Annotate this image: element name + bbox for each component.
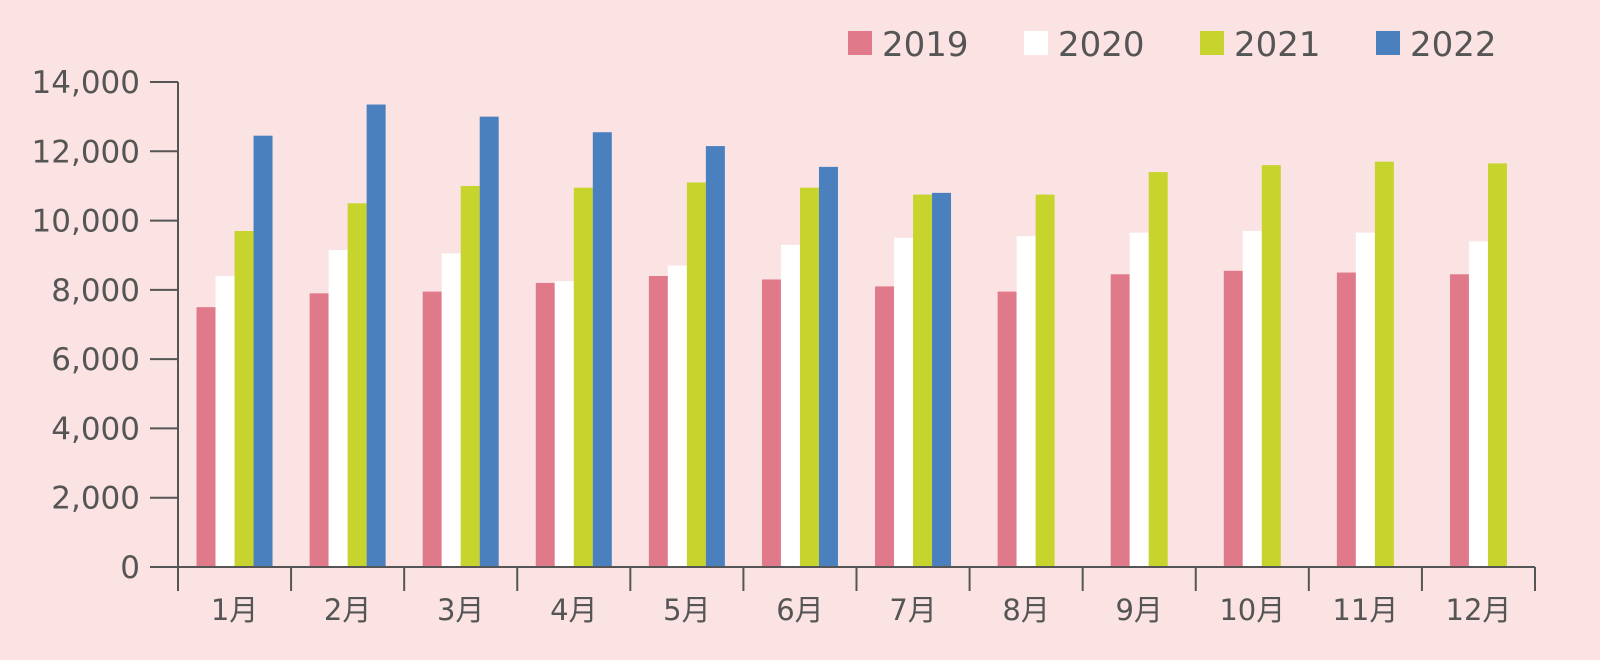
bar-2021-month-5 [686, 182, 706, 567]
legend-label: 2021 [1234, 25, 1321, 65]
legend-item-2021: 2021 [1200, 25, 1321, 65]
legend-item-2022: 2022 [1376, 25, 1497, 65]
bar-2019-month-4 [535, 282, 555, 567]
x-tick-label: 1月 [211, 593, 258, 627]
bar-2021-month-7 [913, 194, 933, 567]
legend-swatch [1200, 31, 1224, 55]
bar-2019-month-10 [1223, 270, 1243, 567]
bar-2020-month-8 [1016, 236, 1036, 567]
bar-2021-month-6 [799, 187, 819, 567]
y-tick-label: 12,000 [32, 134, 140, 170]
bar-2019-month-6 [761, 279, 781, 567]
bar-2019-month-9 [1110, 274, 1130, 567]
bar-2020-month-11 [1355, 232, 1375, 567]
x-tick-label: 4月 [550, 593, 597, 627]
legend-label: 2020 [1058, 25, 1145, 65]
x-tick-label: 8月 [1002, 593, 1049, 627]
bar-2021-month-1 [234, 230, 254, 567]
bar-2021-month-8 [1035, 194, 1055, 567]
bar-2020-month-5 [667, 265, 687, 567]
bar-2020-month-10 [1242, 230, 1262, 567]
bar-2021-month-4 [573, 187, 593, 567]
bar-2022-month-6 [818, 166, 838, 568]
y-tick-label: 4,000 [51, 411, 140, 447]
axes [150, 81, 1536, 591]
bar-2019-month-12 [1449, 274, 1469, 567]
bar-2022-month-7 [932, 192, 952, 568]
bar-2022-month-4 [592, 132, 612, 568]
legend-swatch [1024, 31, 1048, 55]
bar-2020-month-7 [894, 237, 914, 567]
x-tick-label: 3月 [437, 593, 484, 627]
legend: 2019 2020 2021 2022 [848, 25, 1497, 65]
bar-2020-month-12 [1468, 241, 1488, 568]
bar-2022-month-2 [366, 104, 386, 568]
bar-2020-month-9 [1129, 232, 1149, 567]
y-tick-label: 8,000 [51, 273, 140, 309]
legend-label: 2019 [882, 25, 969, 65]
x-tick-label: 6月 [776, 593, 823, 627]
bar-2020-month-1 [215, 276, 235, 567]
bar-2021-month-9 [1148, 172, 1168, 567]
bar-2021-month-11 [1374, 161, 1394, 567]
bar-2021-month-12 [1487, 163, 1507, 567]
bar-2022-month-1 [253, 135, 273, 567]
bar-2020-month-3 [441, 253, 461, 568]
legend-label: 2022 [1410, 25, 1497, 65]
bar-2019-month-8 [997, 291, 1017, 567]
bar-2021-month-3 [460, 185, 480, 567]
bar-2022-month-3 [479, 116, 499, 567]
y-tick-label: 14,000 [32, 65, 140, 101]
bar-2019-month-2 [309, 293, 329, 567]
x-tick-label: 9月 [1115, 593, 1162, 627]
bar-2019-month-7 [875, 286, 895, 567]
legend-item-2019: 2019 [848, 25, 969, 65]
x-tick-label: 5月 [663, 593, 710, 627]
x-tick-label: 2月 [324, 593, 371, 627]
bar-2020-month-2 [328, 250, 348, 567]
legend-item-2020: 2020 [1024, 25, 1145, 65]
x-tick-label: 10月 [1219, 593, 1285, 627]
y-tick-label: 6,000 [51, 342, 140, 378]
bar-2020-month-6 [780, 244, 800, 567]
y-tick-label: 10,000 [32, 204, 140, 240]
x-axis-labels: 1月 2月 3月 4月 5月 6月 7月 8月 9月 10月 11月 12月 [211, 593, 1512, 627]
bar-2019-month-3 [422, 291, 442, 567]
x-tick-label: 7月 [889, 593, 936, 627]
bar-2021-month-2 [347, 203, 367, 567]
bar-2019-month-11 [1336, 272, 1356, 567]
x-tick-label: 11月 [1332, 593, 1398, 627]
y-tick-label: 0 [120, 550, 140, 586]
y-axis-labels: 0 2,000 4,000 6,000 8,000 10,000 12,000 14,000 [32, 65, 140, 586]
x-tick-label: 12月 [1446, 593, 1512, 627]
bar-2019-month-5 [648, 276, 668, 567]
bar-2021-month-10 [1261, 165, 1281, 567]
y-tick-label: 2,000 [51, 481, 140, 517]
legend-swatch [848, 31, 872, 55]
legend-swatch [1376, 31, 1400, 55]
bar-2022-month-5 [705, 146, 725, 567]
bar-2019-month-1 [196, 307, 216, 567]
bar-2020-month-4 [554, 281, 574, 567]
bars [196, 104, 1507, 568]
